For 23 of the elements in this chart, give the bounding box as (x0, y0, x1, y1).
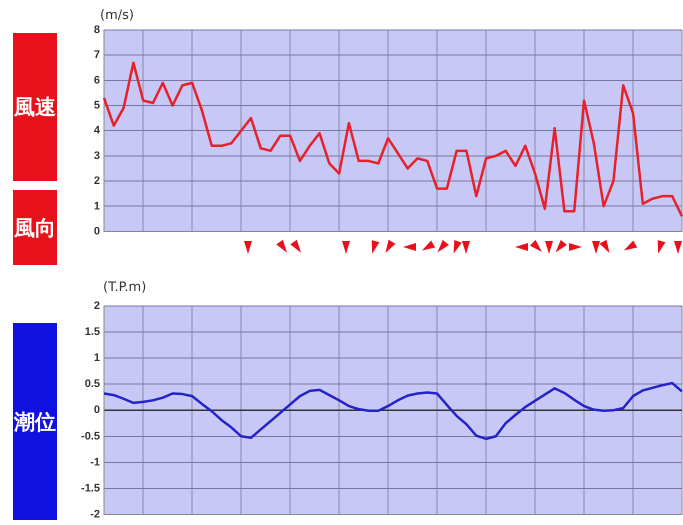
y-tick-label: 2 (94, 175, 100, 188)
y-tick-label: -1 (90, 456, 100, 468)
y-tick-label: 4 (94, 124, 101, 137)
y-tick-label: -0.5 (81, 430, 100, 442)
text: (m/s) (100, 8, 134, 23)
text: (T.P.m) (103, 280, 146, 295)
y-tick-label: 5 (94, 100, 100, 112)
y-tick-label: -1.5 (81, 482, 100, 494)
y-tick-label: 8 (94, 24, 100, 36)
y-tick-label: 1.5 (84, 326, 100, 338)
y-axis-title: 風速 (13, 33, 57, 181)
y-tick-label: 0.5 (84, 378, 100, 390)
y-tick-label: 1 (94, 352, 100, 364)
y-tick-label: 3 (94, 150, 100, 162)
y-tick-label: 6 (94, 74, 100, 86)
y-tick-label: 7 (94, 49, 100, 62)
y-tick-label: 0 (94, 225, 100, 238)
y-tick-label: -2 (90, 508, 100, 520)
y-tick-label: 2 (94, 300, 100, 312)
y-tick-label: 1 (94, 200, 100, 212)
y-axis-title: 潮位 (13, 323, 57, 520)
y-tick-label: 0 (94, 404, 100, 416)
text: 風向 (13, 190, 57, 265)
